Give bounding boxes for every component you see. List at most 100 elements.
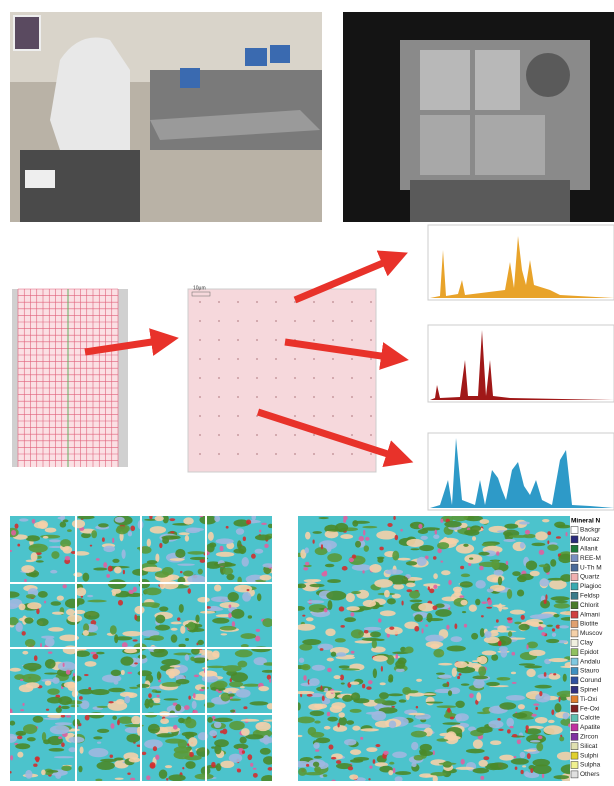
grain — [438, 674, 452, 678]
grain — [419, 751, 433, 756]
grain — [161, 659, 180, 666]
grain — [480, 776, 484, 780]
grain — [463, 544, 468, 547]
tile-gap — [10, 582, 272, 584]
grain — [76, 587, 87, 596]
grain — [478, 666, 486, 676]
point — [256, 453, 258, 455]
grain — [537, 674, 549, 679]
grain — [333, 675, 340, 679]
grain — [142, 567, 161, 572]
grain — [344, 739, 356, 746]
grain — [355, 541, 361, 548]
grain — [170, 536, 181, 540]
grain — [25, 770, 32, 779]
grain — [314, 721, 320, 724]
point — [218, 339, 220, 341]
tiled-mineral-map — [1, 514, 277, 781]
grain — [243, 684, 261, 687]
grain — [478, 552, 489, 556]
grain — [498, 576, 502, 585]
grain — [511, 672, 516, 675]
grain — [304, 772, 323, 775]
grain — [472, 676, 488, 680]
grain — [469, 693, 474, 698]
grain — [312, 531, 322, 534]
grain — [324, 571, 327, 574]
legend-swatch — [571, 677, 578, 684]
grain — [416, 679, 422, 682]
grain — [247, 589, 250, 591]
grain — [457, 676, 460, 679]
grain — [110, 723, 114, 729]
legend-swatch — [571, 536, 578, 543]
grain — [547, 531, 551, 535]
grain — [85, 715, 90, 721]
grain — [5, 734, 17, 743]
grain — [446, 731, 457, 741]
grain — [356, 590, 369, 599]
point — [351, 415, 353, 417]
grain — [17, 733, 24, 736]
grain — [316, 737, 330, 743]
grain — [237, 540, 242, 549]
grain — [520, 542, 525, 549]
grain — [189, 752, 194, 757]
legend-title: Mineral N — [571, 518, 601, 525]
grain — [330, 705, 343, 712]
grain — [411, 742, 418, 750]
grain — [207, 717, 213, 723]
legend-swatch — [571, 602, 578, 609]
legend: Mineral N BackgrMonazAllanitREE-MU-Th MQ… — [571, 518, 603, 778]
grain — [515, 767, 518, 770]
grain — [114, 636, 132, 640]
grain — [433, 534, 439, 539]
legend-swatch — [571, 564, 578, 571]
grain — [106, 574, 110, 578]
grain — [29, 544, 48, 553]
grain — [58, 661, 76, 671]
grain — [241, 719, 260, 722]
point — [370, 301, 372, 303]
grain — [49, 748, 65, 752]
grain — [309, 678, 320, 686]
grain — [220, 626, 237, 631]
grain — [23, 663, 41, 671]
mineral-map — [293, 512, 580, 781]
grain — [406, 539, 423, 547]
grain — [185, 535, 189, 542]
grain — [440, 519, 443, 523]
point — [237, 415, 239, 417]
grain — [299, 658, 304, 663]
grain — [462, 611, 466, 613]
grain — [325, 629, 335, 637]
grain — [232, 621, 235, 627]
grain — [199, 671, 217, 677]
grain — [509, 535, 529, 538]
grain — [340, 674, 344, 680]
legend-label: Spinel — [580, 687, 599, 694]
grain — [344, 617, 356, 622]
grain — [481, 601, 487, 604]
grain — [442, 722, 460, 725]
grain — [496, 551, 499, 555]
grain — [226, 574, 234, 580]
grain — [544, 672, 547, 677]
grain — [521, 615, 525, 620]
grain — [90, 652, 96, 655]
grain — [22, 703, 24, 706]
grain — [377, 558, 383, 563]
grain — [497, 625, 507, 632]
legend-swatch — [571, 743, 578, 750]
legend-swatch — [571, 649, 578, 656]
grain — [236, 689, 251, 698]
grain — [448, 690, 452, 696]
grain — [168, 670, 175, 678]
grain — [558, 554, 572, 563]
grain — [171, 628, 178, 631]
grain — [346, 720, 354, 725]
grain — [473, 739, 483, 749]
grain — [469, 558, 473, 560]
grain — [61, 742, 65, 747]
grain — [50, 570, 57, 574]
